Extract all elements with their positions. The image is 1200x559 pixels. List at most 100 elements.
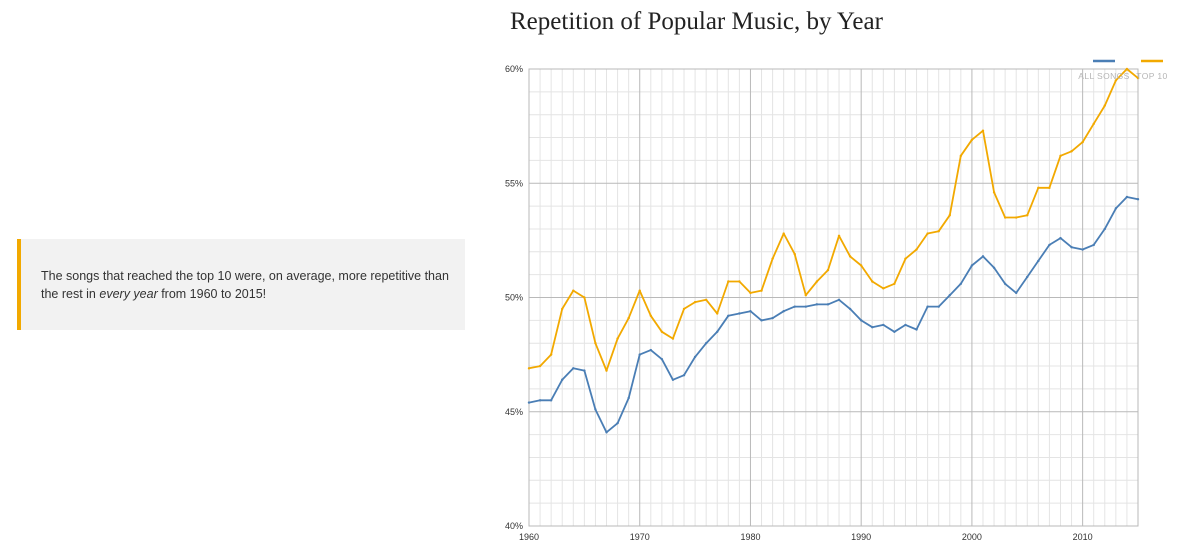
data-point-all-songs bbox=[549, 399, 553, 402]
data-point-top-10 bbox=[671, 337, 675, 340]
legend-label: TOP 10 bbox=[1136, 71, 1167, 81]
data-point-all-songs bbox=[538, 399, 542, 402]
data-point-all-songs bbox=[937, 305, 940, 308]
x-tick-label: 1990 bbox=[851, 532, 871, 542]
x-tick-label: 1960 bbox=[519, 532, 539, 542]
data-point-all-songs bbox=[760, 319, 763, 322]
data-point-all-songs bbox=[815, 303, 819, 306]
data-point-top-10 bbox=[561, 307, 564, 311]
data-point-top-10 bbox=[1048, 186, 1051, 190]
data-point-top-10 bbox=[583, 296, 586, 299]
y-tick-label: 55% bbox=[505, 178, 523, 188]
data-point-all-songs bbox=[959, 282, 963, 285]
y-tick-label: 50% bbox=[505, 293, 523, 303]
data-point-all-songs bbox=[572, 367, 575, 370]
data-point-all-songs bbox=[771, 316, 774, 320]
data-point-top-10 bbox=[1015, 216, 1018, 219]
data-point-all-songs bbox=[948, 294, 951, 297]
chart-title: Repetition of Popular Music, by Year bbox=[510, 8, 883, 35]
data-point-all-songs bbox=[837, 298, 841, 301]
data-point-all-songs bbox=[627, 396, 630, 400]
callout-text: The songs that reached the top 10 were, … bbox=[41, 267, 451, 303]
data-point-all-songs bbox=[804, 305, 808, 308]
data-point-all-songs bbox=[527, 401, 531, 404]
legend-label: ALL SONGS bbox=[1078, 71, 1129, 81]
data-point-all-songs bbox=[693, 355, 697, 359]
data-point-top-10 bbox=[693, 300, 697, 304]
data-point-all-songs bbox=[605, 431, 608, 434]
data-point-all-songs bbox=[660, 357, 664, 361]
data-point-all-songs bbox=[782, 310, 785, 313]
data-point-all-songs bbox=[704, 342, 708, 345]
data-point-top-10 bbox=[1026, 214, 1029, 217]
data-point-top-10 bbox=[538, 364, 542, 368]
x-tick-label: 1980 bbox=[740, 532, 760, 542]
data-point-top-10 bbox=[1059, 154, 1062, 158]
data-point-top-10 bbox=[1070, 150, 1073, 153]
data-point-top-10 bbox=[981, 129, 985, 132]
data-point-top-10 bbox=[992, 191, 996, 194]
data-point-all-songs bbox=[859, 319, 863, 322]
data-point-all-songs bbox=[981, 255, 985, 258]
data-point-top-10 bbox=[660, 330, 664, 333]
data-point-all-songs bbox=[1037, 259, 1040, 263]
data-point-all-songs bbox=[561, 378, 564, 381]
data-point-top-10 bbox=[527, 367, 531, 370]
callout-note: The songs that reached the top 10 were, … bbox=[17, 239, 465, 330]
series-line-top-10 bbox=[528, 68, 1139, 372]
data-point-top-10 bbox=[804, 294, 808, 297]
x-tick-label: 2000 bbox=[962, 532, 982, 542]
data-point-top-10 bbox=[716, 312, 719, 315]
data-point-all-songs bbox=[583, 369, 586, 372]
data-point-all-songs bbox=[716, 330, 719, 333]
data-point-top-10 bbox=[749, 291, 752, 295]
data-point-top-10 bbox=[970, 138, 974, 142]
data-point-all-songs bbox=[727, 314, 730, 317]
data-point-all-songs bbox=[682, 373, 686, 377]
data-point-all-songs bbox=[970, 264, 974, 267]
data-point-top-10 bbox=[771, 257, 774, 260]
data-point-all-songs bbox=[1125, 195, 1129, 199]
data-point-all-songs bbox=[793, 305, 796, 308]
data-point-top-10 bbox=[638, 289, 641, 292]
data-point-all-songs bbox=[1070, 246, 1073, 249]
data-point-top-10 bbox=[1103, 104, 1106, 107]
data-point-all-songs bbox=[1003, 282, 1007, 285]
plot-border bbox=[528, 68, 1139, 527]
legend: ALL SONGS TOP 10 bbox=[1078, 59, 1167, 81]
data-point-top-10 bbox=[837, 234, 841, 238]
data-point-all-songs bbox=[1103, 227, 1106, 231]
data-point-top-10 bbox=[871, 280, 874, 283]
data-point-top-10 bbox=[882, 287, 885, 290]
data-point-all-songs bbox=[826, 303, 830, 306]
data-point-top-10 bbox=[1092, 122, 1095, 126]
data-point-top-10 bbox=[616, 337, 619, 340]
callout-text-end: from 1960 to 2015! bbox=[157, 287, 267, 301]
data-point-top-10 bbox=[893, 282, 896, 285]
data-point-top-10 bbox=[605, 369, 608, 372]
data-point-top-10 bbox=[572, 289, 575, 292]
data-point-all-songs bbox=[1059, 236, 1062, 240]
grid bbox=[528, 68, 1139, 527]
data-point-top-10 bbox=[760, 289, 763, 292]
data-point-top-10 bbox=[915, 248, 918, 251]
data-point-top-10 bbox=[948, 214, 951, 217]
series-points-top-10 bbox=[527, 67, 1140, 372]
data-point-all-songs bbox=[649, 348, 652, 352]
data-point-top-10 bbox=[1136, 76, 1140, 80]
data-point-top-10 bbox=[793, 252, 796, 256]
data-point-all-songs bbox=[1015, 291, 1018, 295]
data-point-all-songs bbox=[1081, 248, 1084, 251]
data-point-top-10 bbox=[594, 342, 597, 345]
data-point-all-songs bbox=[671, 378, 675, 381]
data-point-all-songs bbox=[738, 312, 741, 315]
data-point-top-10 bbox=[848, 255, 852, 258]
data-point-top-10 bbox=[649, 314, 652, 317]
y-tick-label: 40% bbox=[505, 521, 523, 531]
data-point-all-songs bbox=[616, 421, 619, 425]
data-point-top-10 bbox=[1125, 67, 1129, 71]
y-tick-label: 60% bbox=[505, 64, 523, 74]
data-point-all-songs bbox=[915, 328, 918, 331]
